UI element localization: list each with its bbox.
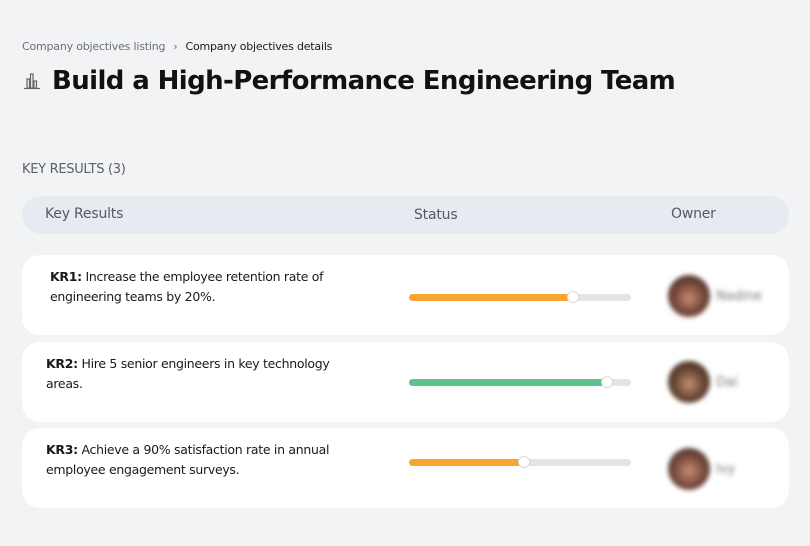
owner[interactable]: Dai [668, 361, 738, 403]
column-header-owner: Owner [671, 206, 716, 222]
owner[interactable]: Nadine [668, 275, 762, 317]
bar-chart-icon [22, 71, 42, 91]
owner-name: Nadine [716, 288, 762, 304]
breadcrumb-current: Company objectives details [185, 40, 333, 53]
column-header-status: Status [414, 207, 458, 223]
progress-handle[interactable] [518, 456, 531, 468]
progress-bar[interactable] [409, 291, 631, 303]
owner-name: Ivy [716, 461, 736, 477]
progress-handle[interactable] [567, 291, 580, 303]
key-result-description: KR2: Hire 5 senior engineers in key tech… [46, 354, 346, 394]
avatar [668, 361, 710, 403]
key-result-description: KR1: Increase the employee retention rat… [50, 267, 350, 307]
key-results-count-label: KEY RESULTS (3) [22, 162, 126, 177]
progress-fill [409, 459, 525, 466]
progress-handle[interactable] [600, 376, 613, 388]
key-result-id: KR1: [50, 269, 82, 284]
owner-name: Dai [716, 374, 738, 390]
key-result-row[interactable]: KR3: Achieve a 90% satisfaction rate in … [22, 428, 789, 508]
page-header: Build a High-Performance Engineering Tea… [22, 66, 676, 96]
key-result-text: Increase the employee retention rate of … [50, 269, 324, 304]
chevron-right-icon: › [173, 40, 178, 53]
progress-bar[interactable] [409, 376, 631, 388]
avatar [668, 448, 710, 490]
table-header: Key Results Status Owner [22, 196, 789, 234]
page-title: Build a High-Performance Engineering Tea… [52, 66, 676, 96]
key-result-text: Achieve a 90% satisfaction rate in annua… [46, 442, 330, 477]
owner[interactable]: Ivy [668, 448, 735, 490]
key-result-row[interactable]: KR2: Hire 5 senior engineers in key tech… [22, 342, 789, 422]
breadcrumb-link-listing[interactable]: Company objectives listing [22, 40, 166, 53]
breadcrumb: Company objectives listing › Company obj… [22, 40, 332, 53]
progress-fill [409, 294, 574, 301]
progress-fill [409, 379, 607, 386]
key-result-id: KR3: [46, 442, 78, 457]
progress-bar[interactable] [409, 456, 631, 468]
avatar [668, 275, 710, 317]
column-header-key-results: Key Results [45, 206, 124, 222]
key-result-id: KR2: [46, 356, 78, 371]
key-result-description: KR3: Achieve a 90% satisfaction rate in … [46, 440, 346, 480]
key-result-row[interactable]: KR1: Increase the employee retention rat… [22, 255, 789, 335]
key-result-text: Hire 5 senior engineers in key technolog… [46, 356, 330, 391]
